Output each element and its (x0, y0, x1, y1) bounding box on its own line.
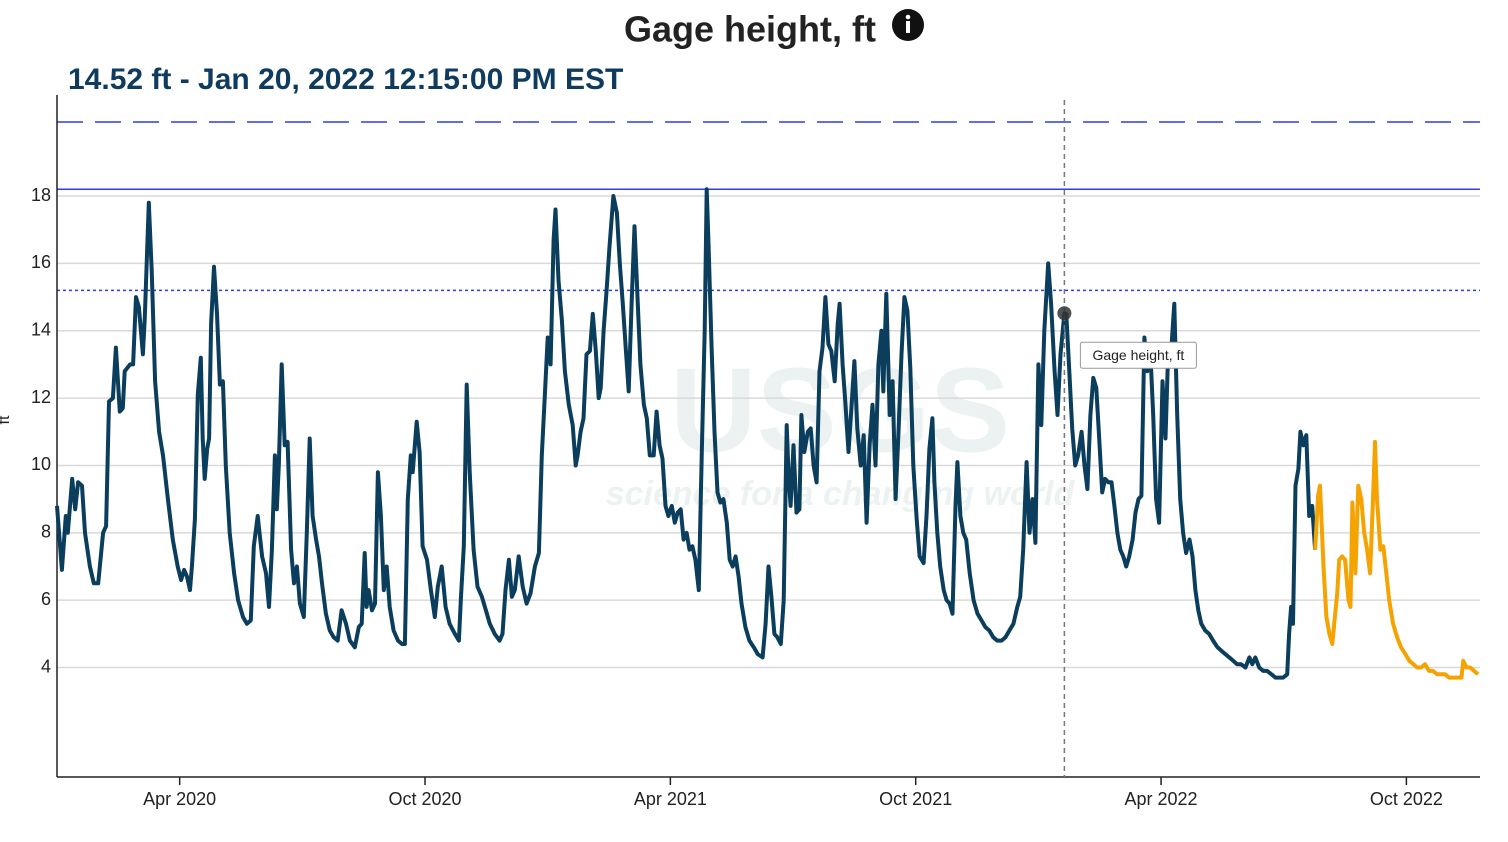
y-tick-label: 16 (31, 252, 51, 272)
data-line (1313, 439, 1480, 680)
x-tick-label: Apr 2022 (1125, 789, 1198, 809)
y-tick-label: 4 (41, 656, 51, 676)
highlight-point (1057, 306, 1072, 321)
watermark: USGS (670, 344, 1010, 478)
y-tick-label: 14 (31, 320, 51, 340)
x-tick-label: Oct 2021 (879, 789, 952, 809)
info-icon[interactable] (892, 9, 924, 41)
y-tick-label: 8 (41, 522, 51, 542)
y-tick-label: 10 (31, 454, 51, 474)
chart-title: Gage height, ft (624, 9, 876, 50)
tooltip: Gage height, ft (1079, 341, 1197, 369)
y-axis-label: ft (0, 415, 13, 424)
tooltip-text: Gage height, ft (1092, 347, 1184, 363)
x-tick-label: Apr 2020 (143, 789, 216, 809)
data-line (55, 187, 1318, 680)
x-tick-label: Apr 2021 (634, 789, 707, 809)
y-tick-label: 6 (41, 589, 51, 609)
x-tick-label: Oct 2020 (388, 789, 461, 809)
y-tick-label: 12 (31, 387, 51, 407)
chart-subtitle: 14.52 ft - Jan 20, 2022 12:15:00 PM EST (68, 63, 623, 96)
x-tick-label: Oct 2022 (1370, 789, 1443, 809)
watermark: science for a changing world (606, 475, 1076, 513)
tooltip-box (1079, 341, 1197, 369)
y-tick-label: 18 (31, 185, 51, 205)
